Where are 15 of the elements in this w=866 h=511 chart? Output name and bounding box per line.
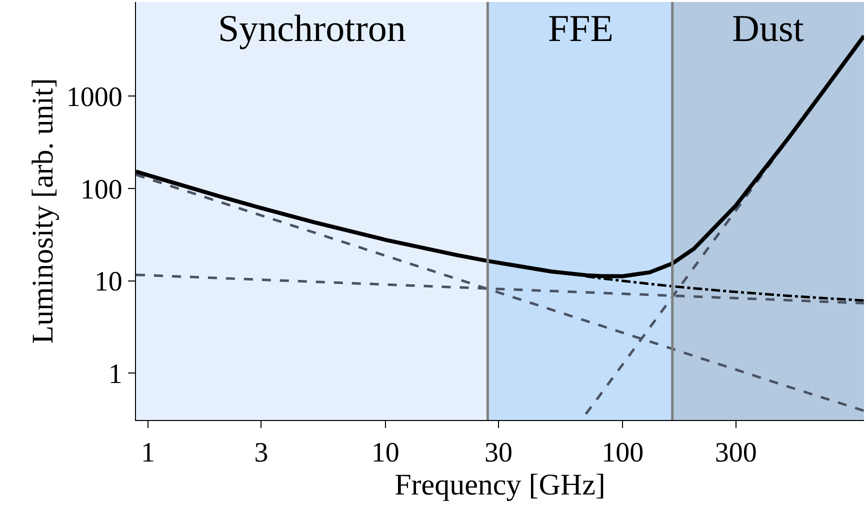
x-tick-label: 300 [714, 438, 757, 469]
x-tick-label: 100 [602, 438, 644, 469]
x-tick-label: 10 [371, 438, 400, 469]
x-axis-title: Frequency [GHz] [394, 468, 606, 502]
band-label: Synchrotron [218, 8, 406, 50]
x-tick-label: 30 [484, 438, 513, 469]
x-tick-label: 1 [141, 438, 156, 469]
y-tick-label: 1000 [66, 82, 122, 114]
x-tick-label: 3 [254, 438, 268, 469]
y-axis-title: Luminosity [arb. unit] [26, 78, 60, 344]
y-tick-label: 100 [80, 174, 122, 206]
y-tick-label: 1 [108, 358, 122, 390]
y-tick-label: 10 [94, 266, 122, 298]
band-label: Dust [732, 8, 804, 50]
band-label: FFE [548, 8, 614, 50]
